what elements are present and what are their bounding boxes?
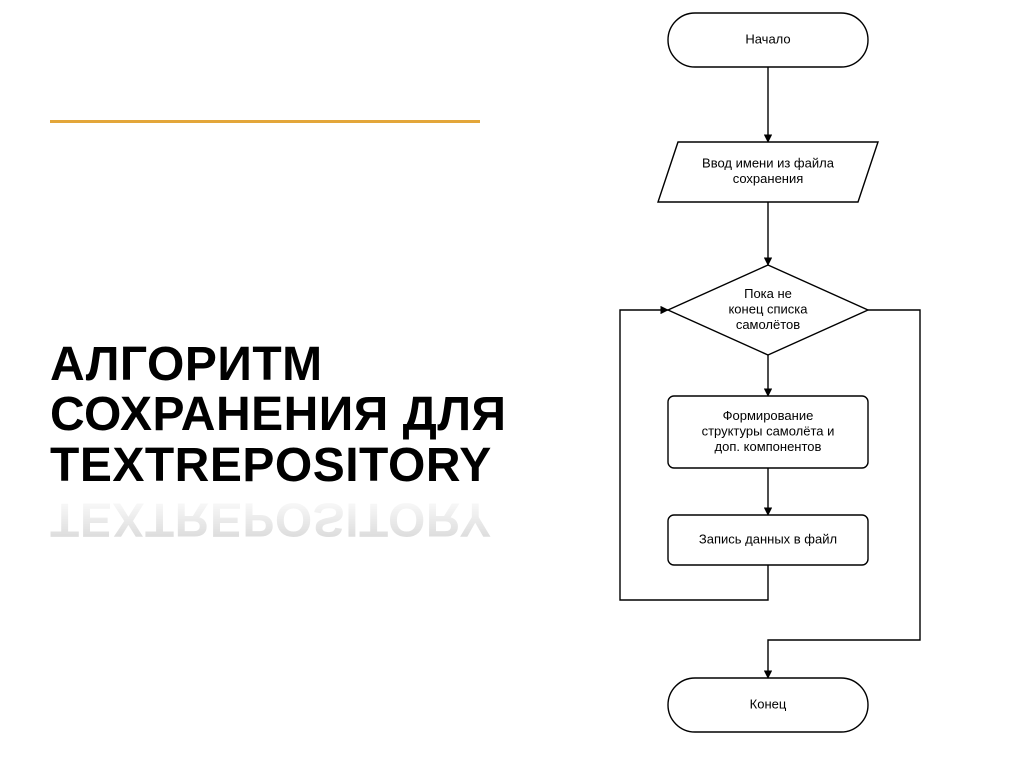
svg-text:доп. компонентов: доп. компонентов xyxy=(715,439,822,454)
node-end: Конец xyxy=(668,678,868,732)
svg-text:сохранения: сохранения xyxy=(733,171,804,186)
svg-text:структуры самолёта и: структуры самолёта и xyxy=(702,423,835,438)
svg-text:Запись данных в файл: Запись данных в файл xyxy=(699,531,837,546)
accent-divider xyxy=(50,120,480,123)
title-line-1: АЛГОРИТМ xyxy=(50,338,323,391)
title-line-2: СОХРАНЕНИЯ ДЛЯ xyxy=(50,388,507,441)
svg-text:Конец: Конец xyxy=(750,696,787,711)
node-start: Начало xyxy=(668,13,868,67)
flowchart-container: Начало Ввод имени из файласохранения Пока … xyxy=(560,0,1000,767)
node-proc2: Запись данных в файл xyxy=(668,515,868,565)
svg-text:конец списка: конец списка xyxy=(728,301,808,316)
node-loop: Пока неконец спискасамолётов xyxy=(668,265,868,355)
title-line-3: TEXTREPOSITORY xyxy=(50,439,492,492)
node-input: Ввод имени из файласохранения xyxy=(658,142,878,202)
svg-text:Пока не: Пока не xyxy=(744,286,792,301)
slide-title: АЛГОРИТМ СОХРАНЕНИЯ ДЛЯ TEXTREPOSITORY T… xyxy=(50,340,530,544)
node-proc1: Формированиеструктуры самолёта идоп. ком… xyxy=(668,396,868,468)
svg-text:Формирование: Формирование xyxy=(723,408,814,423)
title-text: АЛГОРИТМ СОХРАНЕНИЯ ДЛЯ TEXTREPOSITORY xyxy=(50,340,530,491)
svg-text:самолётов: самолётов xyxy=(736,317,800,332)
svg-text:Ввод имени из файла: Ввод имени из файла xyxy=(702,156,835,171)
title-reflection: TEXTREPOSITORY xyxy=(50,493,530,543)
svg-text:Начало: Начало xyxy=(745,31,790,46)
flowchart-svg: Начало Ввод имени из файласохранения Пока … xyxy=(560,0,1000,767)
